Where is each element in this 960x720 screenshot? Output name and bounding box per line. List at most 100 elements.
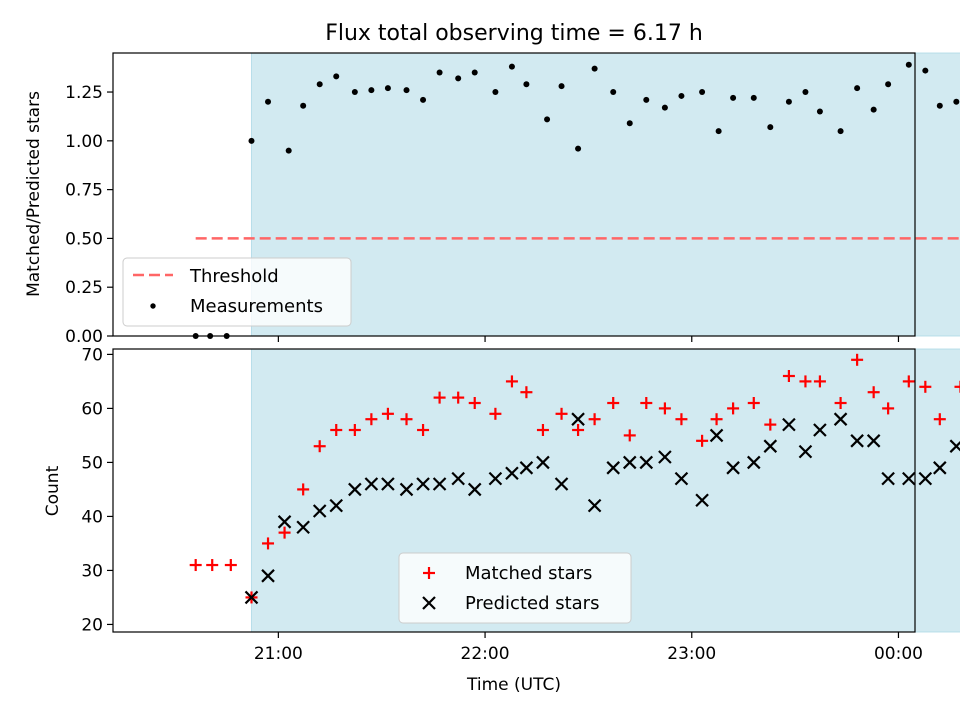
measurement-point [643, 96, 650, 103]
predicted-star-point [726, 461, 740, 475]
predicted-star-point [519, 461, 534, 475]
predicted-star-point [364, 477, 379, 491]
matched-star-point [505, 375, 518, 388]
matched-star-point [764, 418, 777, 431]
measurement-point [767, 124, 774, 131]
matched-star-point [452, 391, 465, 404]
measurement-point [610, 89, 617, 96]
matched-star-point [902, 375, 915, 388]
predicted-star-point [674, 471, 689, 486]
predicted-star-point [813, 423, 827, 437]
matched-star-point [313, 440, 326, 453]
matched-star-points [189, 353, 960, 604]
matched-star-point [417, 424, 430, 437]
observing-windows-top [250, 52, 960, 337]
count-y-label: Count [43, 465, 63, 516]
y-tick-label: 70 [81, 345, 103, 365]
matched-star-point [727, 402, 740, 415]
predicted-star-point [881, 471, 895, 486]
count-y-axis: 20 30 40 50 60 70 [81, 345, 113, 635]
y-tick-label: 50 [81, 453, 103, 473]
measurement-point [905, 61, 912, 68]
matched-star-point [278, 526, 291, 539]
matched-star-point [433, 391, 446, 404]
predicted-star-point [850, 434, 864, 448]
predicted-star-point [296, 520, 310, 535]
matched-star-point [933, 413, 946, 426]
count-legend-box [398, 552, 632, 624]
legend-matched-swatch [423, 567, 435, 579]
y-tick-label: 20 [81, 615, 103, 635]
ratio-panel: 0.00 0.25 0.50 0.75 1.00 1.25 Matched/Predict… [24, 52, 960, 347]
legend-measurements-label: Measurements [190, 296, 323, 317]
matched-star-point [520, 386, 533, 399]
matched-star-point [536, 424, 549, 437]
matched-star-point [747, 397, 760, 410]
matched-star-point [297, 483, 310, 496]
predicted-star-point [432, 477, 447, 491]
matched-star-point [675, 413, 688, 426]
y-tick-label: 40 [81, 507, 103, 527]
measurement-point [508, 63, 515, 70]
measurement-point [285, 147, 292, 154]
predicted-star-point [639, 455, 654, 470]
predicted-star-point [261, 569, 275, 583]
predicted-star-point [467, 482, 482, 497]
count-legend: Matched stars Predicted stars [398, 552, 632, 624]
y-tick-label: 0.50 [65, 229, 103, 249]
matched-star-point [330, 424, 343, 437]
legend-threshold-label: Threshold [189, 266, 279, 287]
predicted-star-point [763, 439, 778, 453]
matched-star-point [189, 559, 202, 572]
predicted-star-point [622, 455, 637, 470]
measurement-point [333, 73, 340, 80]
predicted-star-point [381, 477, 395, 491]
observing-window [250, 52, 960, 337]
ratio-legend-box [122, 257, 352, 327]
measurement-point [436, 69, 443, 76]
y-tick-label: 1.25 [65, 83, 103, 103]
x-tick-label: 21:00 [254, 644, 303, 664]
measurement-point [300, 102, 307, 109]
y-tick-label: 0.00 [65, 327, 103, 347]
y-tick-label: 0.25 [65, 278, 103, 298]
x-axis-label: Time (UTC) [466, 675, 561, 695]
matched-star-point [588, 413, 601, 426]
matched-star-point [640, 397, 653, 410]
measurement-point [802, 89, 809, 96]
matched-star-point [206, 559, 219, 572]
x-tick-label: 00:00 [874, 644, 923, 664]
measurement-point [455, 75, 462, 82]
matched-star-point [555, 407, 568, 420]
predicted-star-point [571, 412, 585, 426]
matched-star-point [489, 407, 502, 420]
predicted-star-point [416, 477, 430, 491]
predicted-star-point [348, 482, 362, 497]
predicted-star-point [451, 471, 465, 486]
matched-star-point [867, 386, 880, 399]
matched-star-point [623, 429, 636, 442]
predicted-star-point [949, 439, 960, 453]
matched-star-point [834, 397, 847, 410]
predicted-star-point [695, 493, 709, 507]
y-tick-label: 30 [81, 561, 103, 581]
legend-matched-label: Matched stars [465, 563, 592, 584]
ratio-legend: Threshold Measurements [122, 257, 352, 327]
matched-star-point [851, 353, 864, 366]
measurement-point [730, 94, 737, 101]
matched-star-point [658, 402, 671, 415]
predicted-star-point [918, 471, 933, 486]
measurement-point [885, 81, 892, 88]
measurement-point [265, 98, 272, 105]
measurement-point [523, 81, 530, 88]
measurement-point [661, 104, 668, 111]
measurement-point [715, 128, 722, 135]
x-tick-label: 22:00 [461, 644, 510, 664]
measurement-point [558, 83, 565, 90]
predicted-star-point [312, 504, 327, 518]
matched-star-point [813, 375, 826, 388]
matched-star-point [710, 413, 723, 426]
